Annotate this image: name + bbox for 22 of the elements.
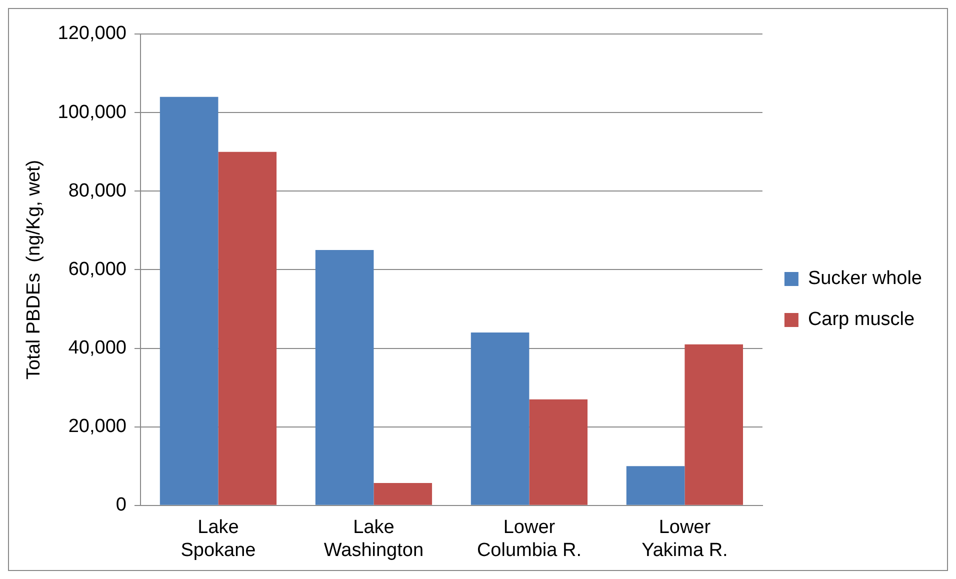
bar [626, 466, 685, 505]
bar [218, 152, 277, 505]
y-tick-label: 0 [116, 494, 126, 516]
bar [315, 250, 374, 505]
bar [470, 332, 530, 505]
x-tick-label: Lower Yakima R. [642, 517, 728, 561]
y-tick-label: 40,000 [68, 338, 126, 358]
legend-label: Carp muscle [808, 309, 915, 330]
y-axis-title: Total PBDEs (ng/Kg, wet) [24, 160, 45, 380]
bar [529, 399, 588, 505]
x-tick-label: Lake Spokane [180, 517, 256, 561]
bar [160, 96, 218, 505]
y-tick-label: 20,000 [68, 416, 126, 438]
y-tick-label: 120,000 [58, 23, 126, 44]
y-tick-label: 60,000 [68, 258, 126, 280]
y-tick-label: 100,000 [58, 102, 126, 123]
x-tick-label: Lake Washington [324, 517, 424, 561]
bar [684, 344, 744, 505]
legend-label: Sucker whole [808, 268, 922, 290]
y-tick-label: 80,000 [68, 180, 126, 202]
x-tick-label: Lower Columbia R. [476, 517, 582, 561]
bar [374, 483, 432, 505]
